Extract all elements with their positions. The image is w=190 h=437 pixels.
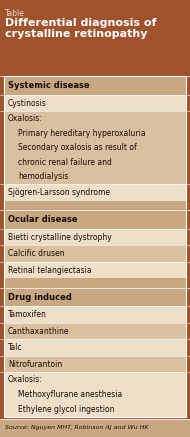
Text: Drug induced: Drug induced xyxy=(8,292,72,302)
Bar xyxy=(4,356,186,372)
Bar xyxy=(0,419,190,437)
Text: Tamoxifen: Tamoxifen xyxy=(8,310,47,319)
Bar xyxy=(4,184,186,201)
Bar xyxy=(4,229,186,245)
Bar xyxy=(4,245,186,262)
Text: Secondary oxalosis as result of: Secondary oxalosis as result of xyxy=(18,143,137,152)
Text: Ethylene glycol ingestion: Ethylene glycol ingestion xyxy=(18,405,115,414)
Bar xyxy=(4,201,186,210)
Text: Table: Table xyxy=(5,9,25,18)
Text: Systemic disease: Systemic disease xyxy=(8,81,90,90)
Bar xyxy=(4,111,186,184)
Text: Oxalosis:: Oxalosis: xyxy=(8,114,43,123)
Text: Source: Nguyen MHT, Robinson AJ and Wu HK: Source: Nguyen MHT, Robinson AJ and Wu H… xyxy=(5,426,149,430)
Text: Ocular disease: Ocular disease xyxy=(8,215,78,224)
Text: Methoxyflurane anesthesia: Methoxyflurane anesthesia xyxy=(18,390,122,399)
Text: Sjögren-Larsson syndrome: Sjögren-Larsson syndrome xyxy=(8,188,110,197)
Bar xyxy=(4,76,186,95)
Bar xyxy=(3,75,187,418)
Bar xyxy=(4,288,186,306)
Bar xyxy=(4,76,186,417)
Bar xyxy=(4,278,186,288)
Bar xyxy=(4,262,186,278)
Bar xyxy=(4,95,186,111)
Text: Calcific drusen: Calcific drusen xyxy=(8,249,65,258)
Bar xyxy=(4,210,186,229)
Text: Retinal telangiectasia: Retinal telangiectasia xyxy=(8,266,92,274)
Text: Nitrofurantoin: Nitrofurantoin xyxy=(8,360,62,368)
Bar xyxy=(4,340,186,356)
Text: Cystinosis: Cystinosis xyxy=(8,99,47,108)
Text: Primary hereditary hyperoxaluria: Primary hereditary hyperoxaluria xyxy=(18,128,146,138)
Bar xyxy=(4,306,186,323)
Text: Talc: Talc xyxy=(8,343,22,352)
Text: Bietti crystalline dystrophy: Bietti crystalline dystrophy xyxy=(8,232,112,242)
Text: chronic renal failure and: chronic renal failure and xyxy=(18,158,112,167)
Text: hemodialysis: hemodialysis xyxy=(18,172,68,181)
Bar xyxy=(0,0,190,76)
Text: Oxalosis:: Oxalosis: xyxy=(8,375,43,384)
Bar xyxy=(4,372,186,417)
Text: Canthaxanthine: Canthaxanthine xyxy=(8,327,70,336)
Text: Differential diagnosis of
crystalline retinopathy: Differential diagnosis of crystalline re… xyxy=(5,18,157,39)
Bar xyxy=(4,323,186,340)
